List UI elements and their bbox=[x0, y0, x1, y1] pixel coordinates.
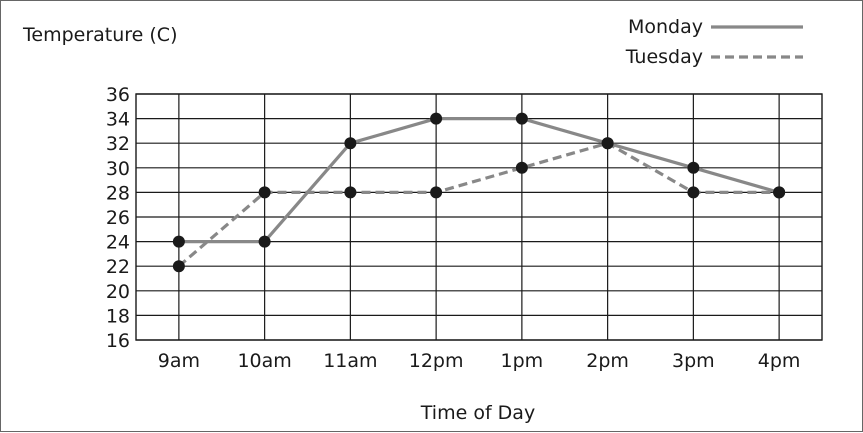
x-tick-label: 1pm bbox=[501, 350, 544, 372]
data-markers bbox=[172, 112, 786, 273]
x-tick-label: 11am bbox=[323, 350, 377, 372]
data-point-monday bbox=[344, 137, 357, 150]
data-point-tuesday bbox=[344, 186, 357, 199]
x-tick-label: 10am bbox=[237, 350, 291, 372]
data-point-tuesday bbox=[258, 186, 271, 199]
series-line-monday bbox=[178, 116, 780, 244]
x-tick-label: 4pm bbox=[758, 350, 801, 372]
data-point-monday bbox=[172, 235, 185, 248]
y-tick-label: 24 bbox=[106, 232, 130, 254]
legend: Monday Tuesday bbox=[625, 16, 803, 68]
data-point-monday bbox=[258, 235, 271, 248]
data-point-tuesday bbox=[687, 186, 700, 199]
x-tick-labels: 9am 10am 11am 12pm 1pm 2pm 3pm 4pm bbox=[158, 350, 801, 372]
y-tick-label: 26 bbox=[106, 207, 130, 229]
y-tick-label: 18 bbox=[106, 305, 130, 327]
y-tick-label: 36 bbox=[106, 84, 130, 106]
x-tick-label: 9am bbox=[158, 350, 200, 372]
plot-border bbox=[135, 93, 823, 341]
data-point-monday bbox=[430, 112, 443, 125]
y-tick-label: 20 bbox=[106, 281, 130, 303]
y-tick-label: 30 bbox=[106, 158, 130, 180]
data-point-monday bbox=[515, 112, 528, 125]
x-tick-label: 3pm bbox=[672, 350, 715, 372]
data-point-tuesday bbox=[601, 137, 614, 150]
x-tick-label: 2pm bbox=[586, 350, 629, 372]
x-tick-label: 12pm bbox=[409, 350, 464, 372]
y-tick-label: 16 bbox=[106, 330, 130, 352]
y-tick-label: 28 bbox=[106, 182, 130, 204]
gridlines bbox=[135, 93, 823, 341]
data-point-tuesday bbox=[172, 260, 185, 273]
y-tick-label: 34 bbox=[106, 109, 130, 131]
legend-label-tuesday: Tuesday bbox=[625, 46, 703, 68]
series-line-tuesday bbox=[177, 141, 780, 268]
data-point-tuesday bbox=[430, 186, 443, 199]
data-point-monday bbox=[687, 161, 700, 174]
y-tick-label: 32 bbox=[106, 133, 130, 155]
x-axis-title: Time of Day bbox=[420, 402, 535, 424]
y-axis-title: Temperature (C) bbox=[22, 24, 178, 46]
series-lines bbox=[177, 116, 780, 268]
data-point-tuesday bbox=[773, 186, 786, 199]
y-tick-label: 22 bbox=[106, 256, 130, 278]
data-point-tuesday bbox=[515, 161, 528, 174]
legend-label-monday: Monday bbox=[628, 16, 703, 38]
